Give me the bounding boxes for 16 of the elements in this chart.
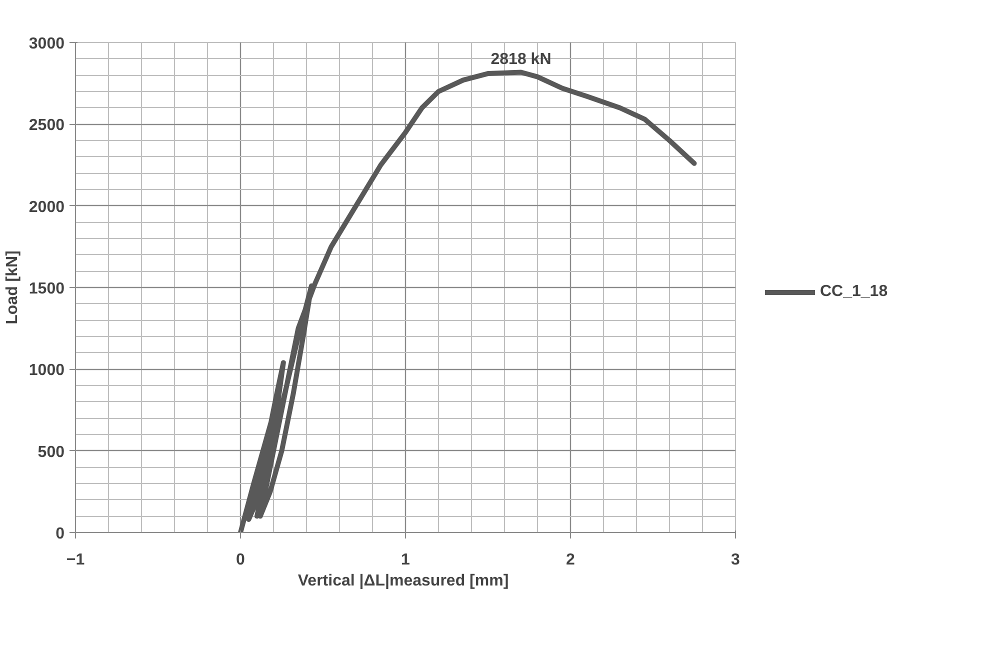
x-axis-title: Vertical |ΔL|measured [mm] xyxy=(298,572,509,590)
y-axis-title: Load [kN] xyxy=(4,250,21,324)
x-tick-label: 2 xyxy=(566,552,576,568)
y-tick-label: 3000 xyxy=(28,36,65,52)
y-tick-label: 1500 xyxy=(28,280,65,298)
annotation: 2818 kN xyxy=(490,51,552,68)
y-tick-label: 2500 xyxy=(28,117,65,134)
y-tick-label: 1000 xyxy=(28,362,65,380)
x-tick-label: −1 xyxy=(66,552,85,568)
x-tick-label: 1 xyxy=(401,552,410,568)
x-tick-label: 3 xyxy=(731,552,740,568)
y-tick-label: 2000 xyxy=(28,198,65,216)
y-tick-label: 0 xyxy=(56,526,65,542)
y-tick-label: 500 xyxy=(38,444,65,461)
x-tick-label: 0 xyxy=(236,552,246,568)
legend-label: CC_1_18 xyxy=(820,283,888,301)
